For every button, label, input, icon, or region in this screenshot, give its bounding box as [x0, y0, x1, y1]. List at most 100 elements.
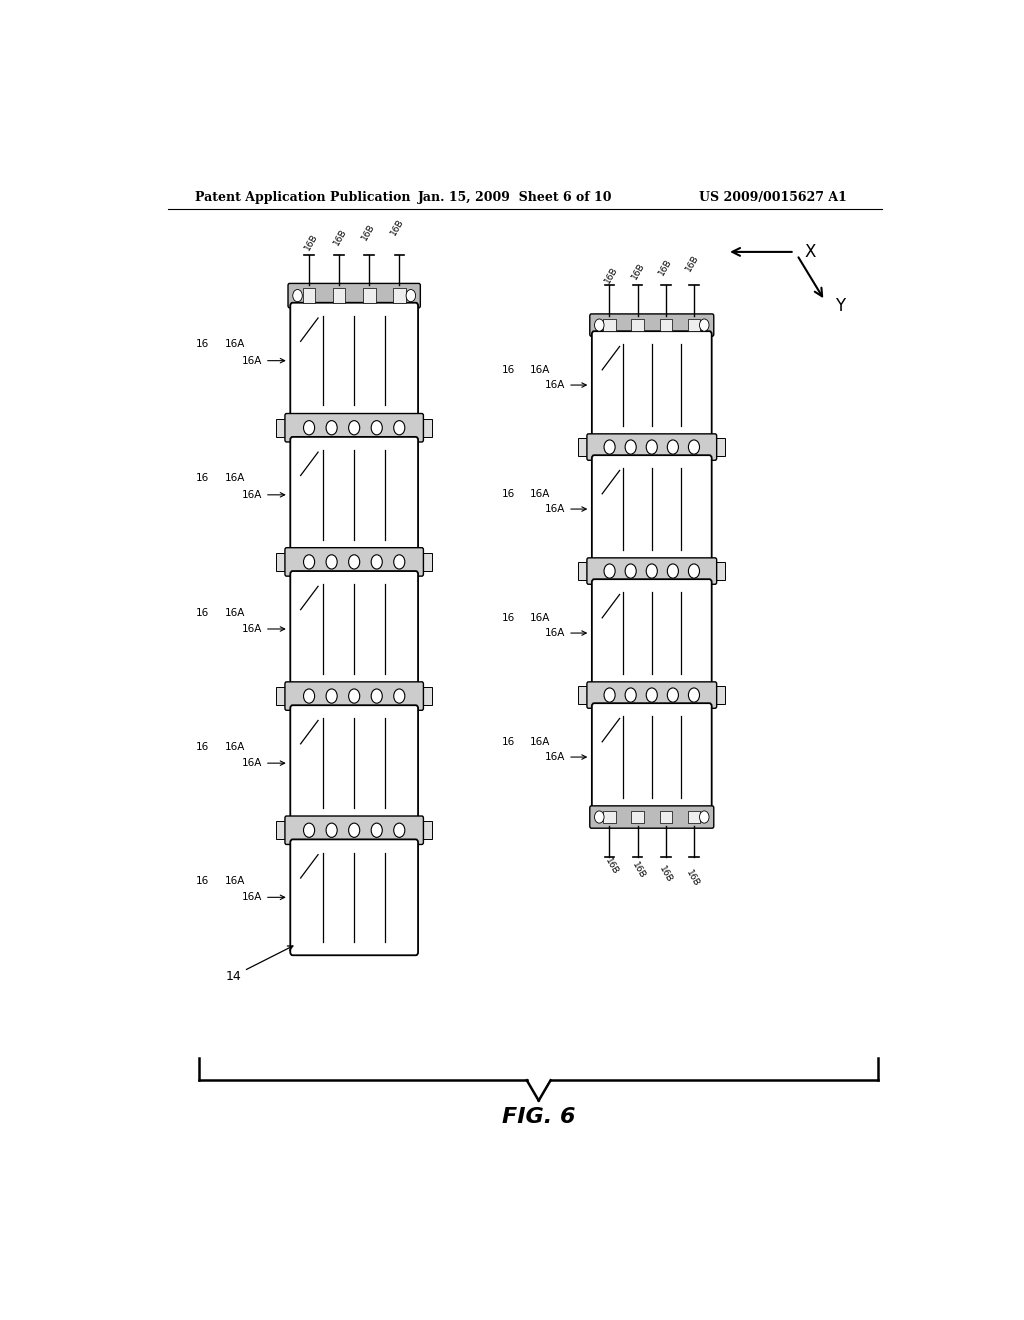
Text: 16: 16 [196, 607, 209, 618]
FancyBboxPatch shape [290, 705, 418, 821]
Text: US 2009/0015627 A1: US 2009/0015627 A1 [699, 191, 847, 203]
Text: 16A: 16A [546, 752, 565, 762]
Text: 16: 16 [502, 364, 515, 375]
Circle shape [668, 440, 679, 454]
Text: 16A: 16A [242, 490, 262, 500]
Circle shape [625, 440, 636, 454]
FancyBboxPatch shape [285, 413, 423, 442]
Text: 16: 16 [196, 474, 209, 483]
Text: 16A: 16A [546, 628, 565, 638]
Circle shape [393, 689, 404, 704]
Bar [659, 319, 672, 331]
Text: 16B: 16B [360, 222, 377, 242]
Circle shape [604, 440, 615, 454]
Bar [579, 438, 589, 457]
Circle shape [595, 810, 604, 824]
Text: 16B: 16B [684, 869, 700, 888]
FancyBboxPatch shape [285, 816, 423, 845]
Text: 16A: 16A [224, 339, 245, 350]
Circle shape [699, 810, 709, 824]
Bar [632, 810, 644, 824]
Circle shape [699, 319, 709, 331]
Circle shape [371, 554, 382, 569]
FancyBboxPatch shape [592, 704, 712, 810]
Text: 16A: 16A [546, 380, 565, 389]
Circle shape [604, 564, 615, 578]
FancyBboxPatch shape [290, 840, 418, 956]
Bar [422, 686, 432, 705]
Circle shape [348, 554, 359, 569]
Text: 16A: 16A [224, 876, 245, 886]
Bar [393, 289, 406, 302]
Text: 16: 16 [196, 339, 209, 350]
Circle shape [303, 554, 314, 569]
Text: 16A: 16A [242, 355, 262, 366]
Text: 16B: 16B [389, 216, 406, 236]
Circle shape [393, 421, 404, 434]
Text: 16A: 16A [546, 504, 565, 513]
FancyBboxPatch shape [592, 455, 712, 562]
Text: 16B: 16B [332, 227, 348, 247]
Circle shape [393, 554, 404, 569]
Bar [362, 289, 376, 302]
Bar [333, 289, 345, 302]
Circle shape [293, 289, 302, 302]
Bar [579, 562, 589, 581]
FancyBboxPatch shape [290, 437, 418, 553]
Circle shape [407, 289, 416, 302]
Circle shape [595, 319, 604, 331]
Bar [422, 553, 432, 572]
Text: 16B: 16B [630, 261, 646, 281]
Bar [688, 319, 700, 331]
Text: 16B: 16B [657, 257, 674, 277]
Bar [715, 686, 725, 704]
FancyBboxPatch shape [590, 805, 714, 828]
Bar [276, 686, 287, 705]
Circle shape [646, 688, 657, 702]
FancyBboxPatch shape [587, 558, 717, 585]
Text: 16A: 16A [530, 737, 551, 747]
Bar [688, 810, 700, 824]
Text: 16B: 16B [303, 232, 319, 252]
Text: 16B: 16B [603, 857, 620, 876]
Text: 16B: 16B [657, 865, 674, 884]
Bar [422, 821, 432, 840]
Text: 16A: 16A [530, 488, 551, 499]
Text: 16B: 16B [684, 253, 700, 273]
Text: 16A: 16A [224, 607, 245, 618]
Text: FIG. 6: FIG. 6 [502, 1107, 575, 1127]
Bar [603, 319, 615, 331]
Circle shape [326, 689, 337, 704]
Bar [276, 821, 287, 840]
Text: 16A: 16A [242, 892, 262, 903]
Bar [422, 418, 432, 437]
Text: Y: Y [836, 297, 845, 314]
Text: 14: 14 [225, 946, 293, 982]
FancyBboxPatch shape [590, 314, 714, 337]
Circle shape [371, 689, 382, 704]
Bar [276, 553, 287, 572]
Text: 16A: 16A [530, 364, 551, 375]
Bar [276, 418, 287, 437]
Bar [632, 319, 644, 331]
Text: 16A: 16A [224, 474, 245, 483]
Text: 16A: 16A [242, 758, 262, 768]
Circle shape [668, 688, 679, 702]
Bar [603, 810, 615, 824]
FancyBboxPatch shape [288, 284, 420, 308]
Circle shape [303, 824, 314, 837]
Circle shape [303, 421, 314, 434]
Text: 16B: 16B [603, 265, 620, 285]
Circle shape [393, 824, 404, 837]
Text: X: X [804, 243, 815, 261]
Text: 16: 16 [196, 876, 209, 886]
FancyBboxPatch shape [587, 434, 717, 461]
Text: Patent Application Publication: Patent Application Publication [196, 191, 411, 203]
Text: 16: 16 [502, 737, 515, 747]
Text: Jan. 15, 2009  Sheet 6 of 10: Jan. 15, 2009 Sheet 6 of 10 [418, 191, 612, 203]
FancyBboxPatch shape [592, 331, 712, 440]
Circle shape [646, 564, 657, 578]
FancyBboxPatch shape [290, 302, 418, 418]
Circle shape [303, 689, 314, 704]
Circle shape [371, 421, 382, 434]
